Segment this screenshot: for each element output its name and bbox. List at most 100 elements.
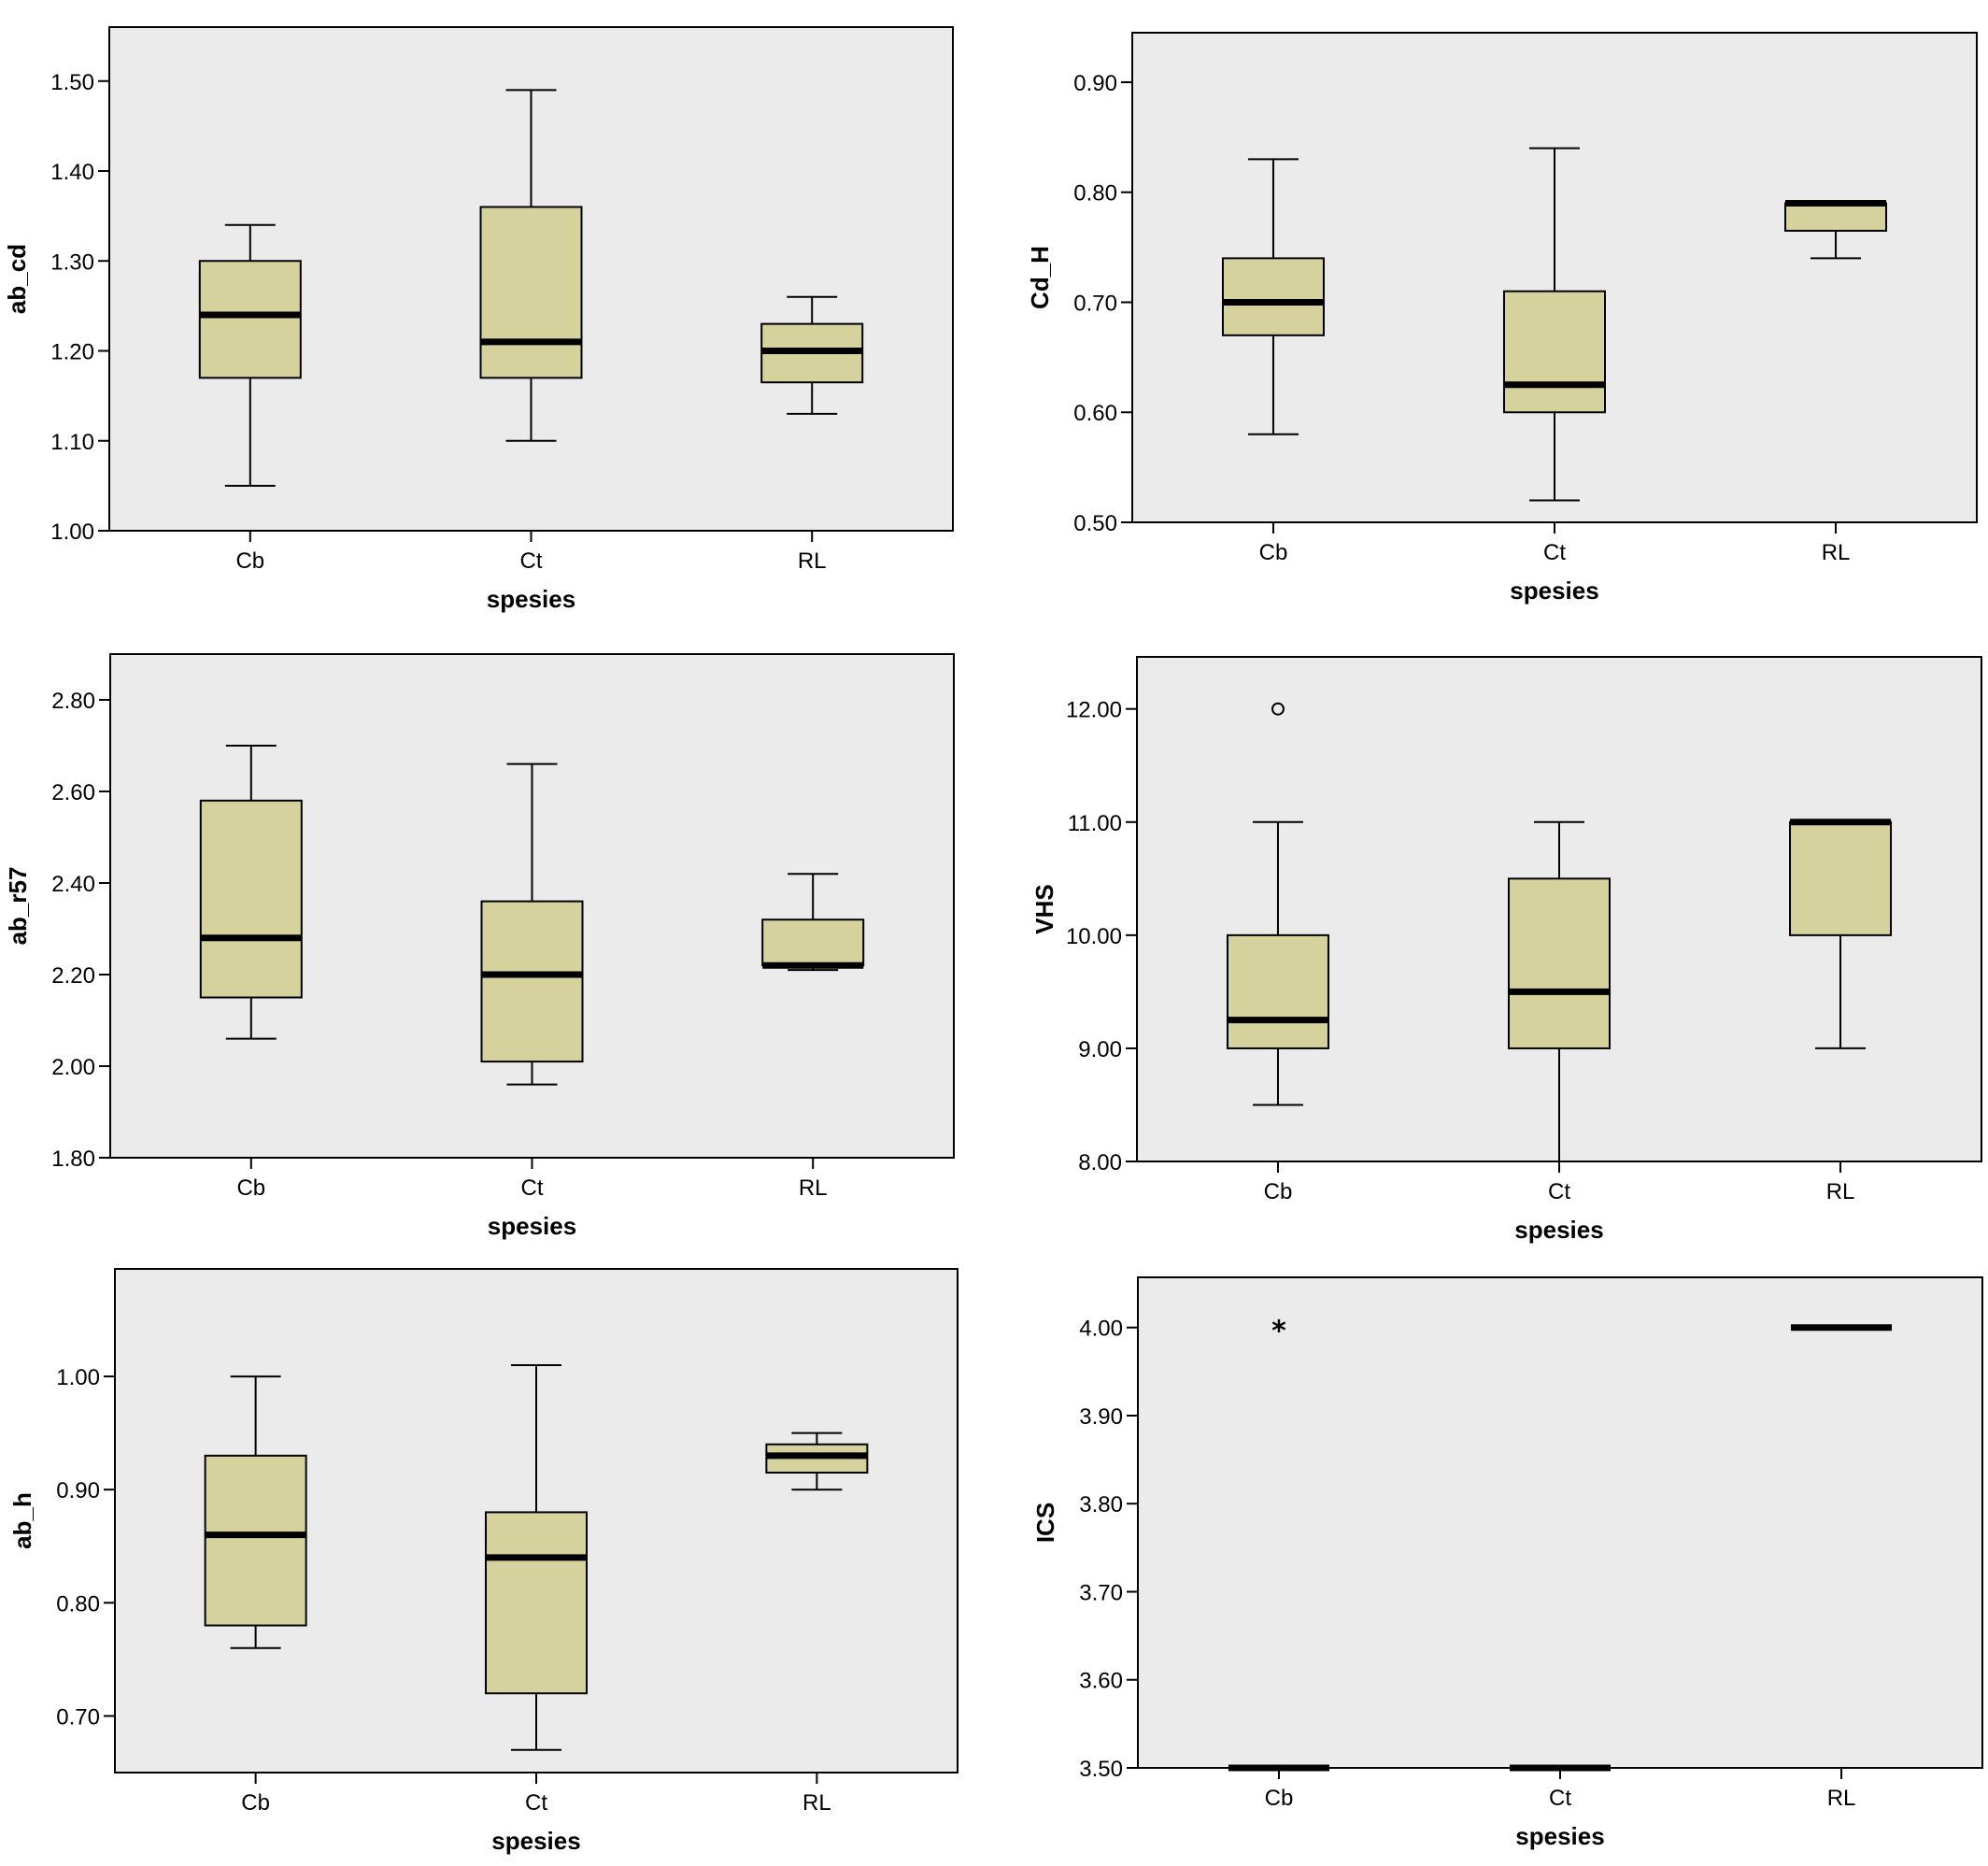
box-cb <box>198 223 302 487</box>
x-tick-label: Ct <box>1548 1179 1570 1204</box>
x-tick-label: Cb <box>1264 1179 1293 1204</box>
y-tick-label: 3.50 <box>1079 1757 1123 1782</box>
x-tick-label: Cb <box>1265 1786 1294 1811</box>
box-ct <box>480 762 584 1086</box>
box-ct <box>1508 820 1611 1162</box>
outlier-circle <box>1271 702 1285 716</box>
y-axis-title: ICS <box>1031 1503 1059 1543</box>
x-tick-label: RL <box>1826 1179 1855 1204</box>
box-ct <box>1503 147 1606 502</box>
y-tick-label: 11.00 <box>1068 811 1122 836</box>
y-tick-label: 10.00 <box>1066 924 1122 949</box>
chart-panel-ab-r57: 1.80 2.00 2.20 2.40 2.60 2.80 Cb Ct RL spesies ab_… <box>4 653 955 1240</box>
x-axis-title: spesies <box>488 1212 576 1240</box>
y-tick-label: 0.80 <box>56 1591 100 1617</box>
box-body <box>1226 933 1329 1049</box>
x-axis-title: spesies <box>1514 1216 1603 1244</box>
box-body <box>1221 257 1325 336</box>
y-tick-label: 9.00 <box>1078 1037 1122 1062</box>
y-tick-label: 1.80 <box>51 1147 95 1172</box>
y-tick-label: 4.00 <box>1079 1317 1123 1342</box>
box-rl <box>1784 200 1888 260</box>
y-tick-label: 0.90 <box>56 1478 100 1503</box>
x-tick-label: Ct <box>521 1175 544 1201</box>
x-tick-label: Cb <box>236 1175 265 1201</box>
y-axis-title: ab_h <box>8 1492 36 1549</box>
x-tick-label: RL <box>799 1175 828 1201</box>
box-body <box>1789 820 1893 936</box>
y-tick-label: 1.00 <box>50 520 94 545</box>
box-rl <box>1789 819 1893 1049</box>
y-tick-label: 2.40 <box>51 872 95 897</box>
x-axis-title: spesies <box>491 1827 580 1855</box>
x-tick-label: RL <box>798 548 827 574</box>
y-tick-label: 3.70 <box>1079 1580 1123 1605</box>
x-tick-label: Cb <box>241 1790 270 1816</box>
y-tick-label: 1.30 <box>50 249 94 275</box>
chart-panel-cd-h: 0.50 0.60 0.70 0.80 0.90 Cb Ct RL spesies Cd_H <box>1026 32 1978 605</box>
y-tick-label: 0.50 <box>1073 511 1117 536</box>
x-axis-title: spesies <box>487 585 575 613</box>
box-cb <box>199 745 303 1040</box>
box-body <box>198 260 302 379</box>
chart-panel-ics: 3.50 3.60 3.70 3.80 3.90 4.00 Cb Ct RL spesies ICS… <box>1031 1276 1983 1850</box>
box-ct <box>479 89 583 442</box>
y-tick-label: 0.60 <box>1073 401 1117 426</box>
y-tick-label: 1.50 <box>50 70 94 95</box>
x-tick-label: Ct <box>1549 1786 1571 1811</box>
chart-panel-ab-h: 0.70 0.80 0.90 1.00 Cb Ct RL spesies ab_h <box>8 1268 958 1855</box>
chart-panel-ab-cd: 1.00 1.10 1.20 1.30 1.40 1.50 Cb Ct RL spesies ab_… <box>3 26 954 613</box>
y-tick-label: 2.00 <box>51 1055 95 1080</box>
y-tick-label: 8.00 <box>1078 1150 1122 1175</box>
x-tick-label: RL <box>1827 1786 1856 1811</box>
box-body <box>1508 877 1611 1049</box>
x-axis-title: spesies <box>1515 1822 1604 1850</box>
box-body <box>199 799 303 999</box>
x-axis-title: spesies <box>1510 577 1598 605</box>
x-tick-label: RL <box>1822 540 1851 565</box>
y-tick-label: 12.00 <box>1066 698 1122 723</box>
y-axis-title: VHS <box>1030 884 1058 933</box>
box-ct <box>485 1363 588 1751</box>
y-tick-label: 0.90 <box>1073 71 1117 96</box>
y-tick-label: 1.40 <box>50 160 94 185</box>
y-tick-label: 0.80 <box>1073 181 1117 207</box>
box-body <box>485 1511 588 1695</box>
x-tick-label: Ct <box>520 548 543 574</box>
y-tick-label: 3.80 <box>1079 1492 1123 1517</box>
y-tick-label: 3.90 <box>1079 1404 1123 1430</box>
y-tick-label: 1.10 <box>50 430 94 455</box>
y-tick-label: 0.70 <box>56 1704 100 1730</box>
box-body <box>1784 202 1888 232</box>
box-body <box>761 919 865 967</box>
outlier-star: * <box>1271 1316 1286 1348</box>
x-tick-label: Cb <box>1259 540 1288 565</box>
y-axis-title: Cd_H <box>1026 246 1054 309</box>
box-cb <box>1226 820 1329 1106</box>
plot-area <box>1137 1276 1983 1769</box>
box-cb <box>204 1375 307 1649</box>
y-tick-label: 2.20 <box>51 963 95 989</box>
box-body <box>480 900 584 1063</box>
box-rl <box>760 295 864 415</box>
y-tick-label: 1.00 <box>56 1365 100 1390</box>
box-body <box>1503 290 1606 414</box>
y-tick-label: 2.80 <box>51 689 95 714</box>
box-body <box>479 206 583 379</box>
chart-panel-vhs: 8.00 9.00 10.00 11.00 12.00 Cb Ct RL spesies VHS <box>1030 656 1982 1244</box>
box-rl <box>761 873 865 972</box>
y-tick-label: 2.60 <box>51 780 95 805</box>
x-tick-label: Ct <box>1543 540 1566 565</box>
x-tick-label: Cb <box>235 548 264 574</box>
box-body <box>204 1454 307 1627</box>
x-tick-label: Ct <box>525 1790 547 1816</box>
x-tick-label: RL <box>802 1790 831 1816</box>
y-axis-title: ab_cd <box>3 244 31 314</box>
y-tick-label: 3.60 <box>1079 1669 1123 1694</box>
box-cb <box>1221 158 1325 435</box>
y-tick-label: 0.70 <box>1073 291 1117 316</box>
box-rl <box>765 1432 869 1491</box>
y-tick-label: 1.20 <box>50 340 94 365</box>
y-axis-title: ab_r57 <box>4 867 32 946</box>
